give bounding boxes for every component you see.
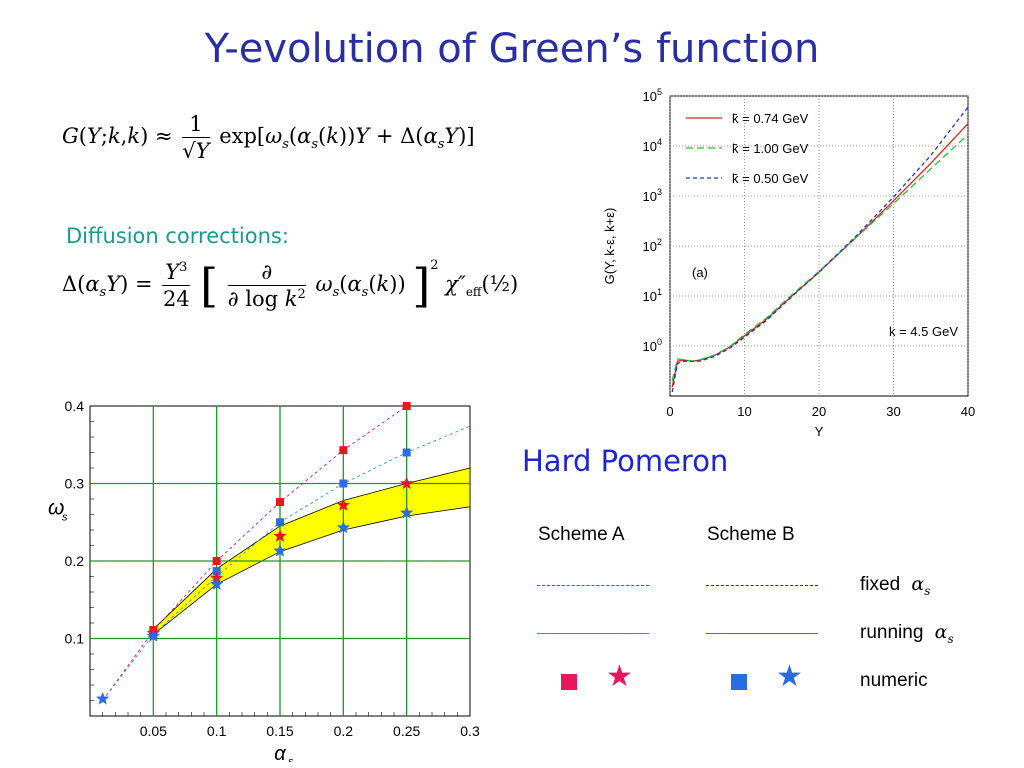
x-tick-label: 10 <box>737 404 751 419</box>
x-tick-label: 0.15 <box>266 723 293 739</box>
green-function-equation: G(Y;k,k) ≈ 1 √Y exp[ωs(αs(k))Y + Δ(αsY)] <box>62 112 475 163</box>
star-marker <box>273 529 287 542</box>
scheme-a-running-line <box>537 633 649 634</box>
star-marker <box>210 577 224 590</box>
diffusion-label: Diffusion corrections: <box>66 224 289 248</box>
square-marker <box>276 518 284 527</box>
x-tick-label: 0.1 <box>207 723 227 739</box>
star-marker <box>400 476 414 490</box>
square-marker <box>339 446 348 455</box>
scheme-a-fixed-line <box>537 585 649 586</box>
square-marker <box>276 498 284 507</box>
green-prefactor: 1 √Y <box>182 112 210 163</box>
series-line <box>671 123 969 388</box>
y-tick-label: 103 <box>643 187 662 204</box>
star-marker <box>210 571 224 584</box>
scheme-a-square-marker <box>561 674 577 690</box>
star-marker <box>273 543 287 557</box>
star-marker <box>96 691 110 705</box>
running-label: running αs <box>860 621 954 646</box>
x-axis-label: α <box>274 743 286 762</box>
x-tick-label: 0.25 <box>393 723 420 739</box>
x-axis-label: Y <box>815 424 824 439</box>
green-function-chart: 0 10 20 30 40 100 101 102 103 104 105 Y G(Y, k-ε, k+… <box>602 87 975 439</box>
star-marker <box>336 520 350 534</box>
x-tick-label: 0 <box>666 404 673 419</box>
y-tick-label: 100 <box>643 337 662 354</box>
x-axis-label-sub: s <box>288 756 294 762</box>
star-marker <box>146 629 160 642</box>
y-tick-label: 101 <box>643 287 662 304</box>
omega-alpha-chart: 0.05 0.1 0.15 0.2 0.25 0.30.10.20.30.4α sωs <box>48 400 480 762</box>
y-tick-label: 0.3 <box>65 476 85 492</box>
square-marker <box>402 448 411 457</box>
scheme-a-header: Scheme A <box>538 524 625 545</box>
square-marker <box>212 567 221 576</box>
y-axis-label: G(Y, k-ε, k+ε) <box>602 208 617 285</box>
green-lhs: G(Y;k,k) ≈ <box>62 124 173 148</box>
fixed-label: fixed αs <box>860 573 931 598</box>
x-tick-label: 30 <box>886 404 900 419</box>
y-tick-label: 0.1 <box>65 631 85 647</box>
scheme-a-star-marker: ★ <box>606 659 633 694</box>
series-line <box>671 106 969 393</box>
green-exponential: exp[ωs(αs(k))Y + Δ(αsY)] <box>219 124 475 153</box>
x-tick-label: 40 <box>961 404 975 419</box>
y-tick-label: 105 <box>643 87 662 104</box>
x-tick-label: 0.05 <box>140 723 167 739</box>
hard-pomeron-heading: Hard Pomeron <box>522 444 729 478</box>
scheme-b-fixed-line <box>706 585 818 586</box>
square-marker <box>339 479 348 488</box>
y-axis-label-sub: s <box>62 512 68 524</box>
x-tick-label: 0.2 <box>334 723 354 739</box>
star-marker <box>400 505 414 519</box>
legend-label: k̄ = 1.00 GeV <box>732 141 809 156</box>
numeric-label: numeric <box>860 670 928 691</box>
y-tick-label: 104 <box>643 137 662 154</box>
series-line <box>102 405 407 701</box>
legend-label: k̄ = 0.74 GeV <box>732 111 809 126</box>
star-marker <box>336 498 350 511</box>
panel-label: (a) <box>692 265 708 280</box>
scheme-b-header: Scheme B <box>707 524 795 545</box>
x-tick-label: 0.3 <box>460 723 480 739</box>
scheme-b-star-marker: ★ <box>776 659 803 694</box>
scheme-b-running-line <box>706 633 818 634</box>
annotation-label: k = 4.5 GeV <box>889 324 958 339</box>
y-axis-label: ω <box>48 497 64 520</box>
scheme-b-square-marker <box>731 674 747 690</box>
y-tick-label: 0.2 <box>65 553 85 569</box>
legend-label: k̄ = 0.50 GeV <box>732 171 809 186</box>
square-marker <box>212 557 221 565</box>
x-tick-label: 20 <box>812 404 826 419</box>
series-line <box>671 134 969 382</box>
square-marker <box>402 402 411 410</box>
y-tick-label: 102 <box>643 237 662 254</box>
delta-equation: Δ(αsY) = Y3 24 [ ∂ ∂ log k2 ωs(αs(k)) ]2… <box>62 258 519 313</box>
slide-title: Y-evolution of Green’s function <box>204 26 820 72</box>
y-tick-label: 0.4 <box>65 400 85 414</box>
